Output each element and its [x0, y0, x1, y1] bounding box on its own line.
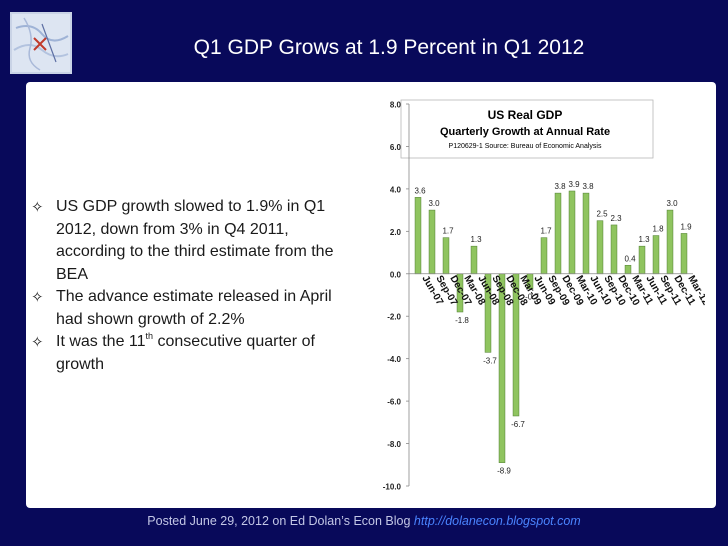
- bar-dec-07: [442, 237, 450, 275]
- data-label: 2.3: [610, 214, 622, 223]
- data-label: 1.8: [652, 225, 664, 234]
- data-label: -6.7: [511, 420, 525, 429]
- data-label: 1.9: [680, 222, 692, 231]
- bullet-item: ✧ US GDP growth slowed to 1.9% in Q1 201…: [26, 196, 338, 286]
- bars-group: [414, 190, 688, 463]
- data-label: -1.8: [455, 316, 469, 325]
- bullet-item: ✧ It was the 11th consecutive quarter of…: [26, 331, 338, 376]
- bar-jun-10: [582, 192, 590, 275]
- bar-sep-10: [596, 220, 604, 275]
- bar-mar-11: [624, 264, 632, 275]
- four-pointed-star-icon: ✧: [31, 289, 44, 306]
- y-tick-label: -6.0: [387, 398, 401, 407]
- four-pointed-star-icon: ✧: [31, 199, 44, 216]
- y-tick-label: -2.0: [387, 313, 401, 322]
- slide-title: Q1 GDP Grows at 1.9 Percent in Q1 2012: [193, 36, 585, 59]
- data-label: 3.9: [568, 180, 580, 189]
- bullet-list: ✧ US GDP growth slowed to 1.9% in Q1 201…: [26, 196, 338, 376]
- bullet-text-start: It was the 11: [56, 333, 146, 350]
- four-pointed-star-icon: ✧: [31, 334, 44, 351]
- blog-link[interactable]: http://dolanecon.blogspot.com: [413, 514, 581, 528]
- bullet-text: US GDP growth slowed to 1.9% in Q1 2012,…: [56, 198, 334, 283]
- bullet-superscript: th: [145, 331, 154, 341]
- y-tick-label: 0.0: [390, 270, 402, 279]
- data-label: 0.4: [624, 254, 636, 263]
- data-labels-group: 3.63.01.7-1.81.3-3.7-8.9-6.7-0.71.73.8 3.…: [414, 180, 692, 476]
- bar-sep-11: [652, 235, 660, 275]
- data-label: 3.8: [582, 182, 594, 191]
- data-label: 3.8: [554, 182, 566, 191]
- data-label: 1.3: [638, 235, 650, 244]
- bar-dec-11: [666, 209, 674, 275]
- data-label: 1.7: [442, 227, 454, 236]
- gdp-bar-chart: US Real GDP Quarterly Growth at Annual R…: [353, 92, 705, 494]
- data-label: 3.6: [414, 186, 426, 195]
- data-label: 3.0: [428, 199, 440, 208]
- y-tick-label: -8.0: [387, 440, 401, 449]
- bar-sep-09: [540, 237, 548, 275]
- y-tick-label: 6.0: [390, 143, 402, 152]
- bar-dec-10: [610, 224, 618, 275]
- chart-background: [353, 92, 705, 494]
- data-label: -0.7: [525, 293, 539, 302]
- bullet-item: ✧ The advance estimate released in April…: [26, 286, 338, 331]
- bar-mar-10: [568, 190, 576, 275]
- bar-jun-07: [414, 197, 422, 275]
- chart-source: P120629-1 Source: Bureau of Economic Ana…: [449, 143, 602, 150]
- bar-jun-11: [638, 245, 646, 275]
- bar-jun-08: [470, 245, 478, 275]
- chart-subtitle: Quarterly Growth at Annual Rate: [440, 126, 610, 138]
- blog-logo-graphic: [12, 14, 70, 72]
- y-axis-ticks: 8.0 6.0 4.0 2.0 0.0 -2.0 -4.0 -6.0 -8.0 -10.0: [383, 101, 409, 492]
- blog-logo: [10, 12, 72, 74]
- bullet-text-end: consecutive quarter of growth: [56, 333, 315, 373]
- bullet-text: The advance estimate released in April h…: [56, 288, 332, 328]
- data-label: -8.9: [497, 467, 511, 476]
- bar-mar-12: [680, 233, 688, 275]
- y-tick-label: -10.0: [383, 483, 402, 492]
- bar-sep-07: [428, 209, 436, 275]
- y-tick-label: 8.0: [390, 101, 402, 110]
- footer: Posted June 29, 2012 on Ed Dolan’s Econ …: [0, 514, 728, 528]
- data-label: 2.5: [596, 210, 608, 219]
- data-label: 1.7: [540, 227, 552, 236]
- data-label: -3.7: [483, 356, 497, 365]
- data-label: 3.0: [666, 199, 678, 208]
- y-tick-label: 4.0: [390, 185, 402, 194]
- footer-text: Posted June 29, 2012 on Ed Dolan’s Econ …: [147, 514, 414, 528]
- chart-title-box: [400, 99, 654, 159]
- data-label: 1.3: [470, 235, 482, 244]
- x-axis-labels: Jun-07Sep-07Dec-07Mar-08Jun-08Sep-08Dec-…: [419, 274, 705, 308]
- y-tick-label: -4.0: [387, 355, 401, 364]
- bar-dec-09: [554, 192, 562, 275]
- chart-title: US Real GDP: [488, 108, 563, 122]
- y-tick-label: 2.0: [390, 228, 402, 237]
